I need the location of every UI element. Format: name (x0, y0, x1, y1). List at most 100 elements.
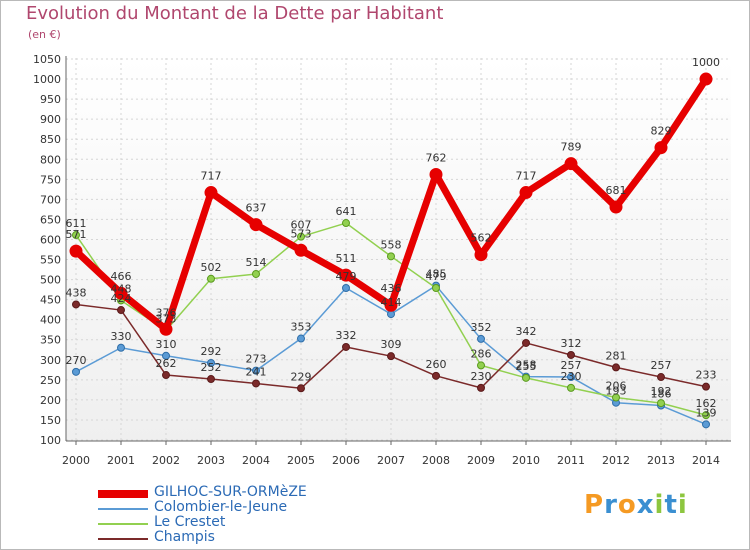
logo-letter: P (584, 490, 605, 520)
y-tick-label: 450 (40, 294, 61, 307)
data-label: 230 (471, 370, 492, 383)
x-tick-label: 2012 (602, 454, 630, 467)
data-point (249, 218, 263, 232)
data-point (162, 371, 170, 380)
y-tick-label: 400 (40, 314, 61, 327)
x-tick-label: 2013 (647, 454, 675, 467)
data-point (522, 373, 530, 382)
y-tick-label: 900 (40, 113, 61, 126)
data-point (612, 363, 620, 372)
legend-item: Le Crestet (98, 514, 398, 531)
data-label: 448 (111, 282, 132, 295)
data-point (702, 411, 710, 420)
data-point (702, 382, 710, 391)
data-point (387, 252, 395, 261)
data-label: 270 (66, 354, 87, 367)
data-label: 312 (561, 337, 582, 350)
data-label: 262 (156, 357, 177, 370)
data-point (567, 383, 575, 392)
data-point (252, 366, 260, 375)
proxiti-logo: Proxiti (584, 490, 688, 520)
data-label: 257 (651, 359, 672, 372)
data-point (297, 384, 305, 393)
x-tick-label: 2010 (512, 454, 540, 467)
x-tick-label: 2005 (287, 454, 315, 467)
data-point (207, 375, 215, 384)
data-label: 353 (291, 321, 312, 334)
data-label: 573 (291, 227, 312, 240)
data-label: 829 (651, 125, 672, 138)
logo-letter: x (636, 490, 655, 520)
data-point (654, 141, 668, 155)
data-point (117, 343, 125, 352)
data-label: 258 (516, 359, 537, 372)
data-label: 502 (201, 261, 222, 274)
legend-swatch (98, 508, 148, 510)
data-point (567, 350, 575, 359)
data-label: 162 (696, 397, 717, 410)
data-point (477, 334, 485, 343)
legend-label: GILHOC-SUR-ORMèZE (154, 484, 307, 500)
x-tick-label: 2014 (692, 454, 720, 467)
data-label: 233 (696, 369, 717, 382)
y-tick-label: 300 (40, 354, 61, 367)
data-point (432, 371, 440, 380)
data-label: 479 (426, 270, 447, 283)
y-tick-label: 550 (40, 254, 61, 267)
data-label: 229 (291, 370, 312, 383)
data-point (384, 298, 398, 312)
data-point (657, 399, 665, 408)
data-point (699, 72, 713, 86)
legend-swatch (98, 538, 148, 540)
data-point (207, 274, 215, 283)
data-label: 558 (381, 238, 402, 251)
data-label: 762 (426, 152, 447, 165)
y-tick-label: 750 (40, 173, 61, 186)
data-label: 511 (336, 252, 357, 265)
data-point (609, 200, 623, 214)
y-tick-label: 150 (40, 414, 61, 427)
data-label: 479 (336, 270, 357, 283)
x-tick-label: 2002 (152, 454, 180, 467)
data-label: 373 (156, 313, 177, 326)
data-label: 330 (111, 330, 132, 343)
data-label: 186 (651, 388, 672, 401)
y-tick-label: 650 (40, 213, 61, 226)
y-tick-label: 350 (40, 334, 61, 347)
data-label: 230 (561, 370, 582, 383)
y-tick-label: 1000 (33, 73, 61, 86)
data-point (432, 284, 440, 293)
y-tick-label: 200 (40, 394, 61, 407)
data-label: 438 (66, 286, 87, 299)
data-label: 1000 (692, 56, 720, 69)
data-label: 514 (246, 256, 267, 269)
data-point (564, 157, 578, 171)
legend-item: Champis (98, 529, 398, 546)
data-point (117, 306, 125, 315)
data-point (72, 231, 80, 240)
data-label: 257 (561, 359, 582, 372)
data-point (159, 322, 173, 336)
data-point (339, 268, 353, 282)
data-point (387, 352, 395, 361)
y-tick-label: 800 (40, 153, 61, 166)
logo-letter: i (677, 490, 688, 520)
logo-letter: i (654, 490, 665, 520)
x-tick-label: 2009 (467, 454, 495, 467)
data-point (477, 361, 485, 370)
y-tick-label: 700 (40, 193, 61, 206)
data-label: 193 (606, 385, 627, 398)
data-label: 342 (516, 325, 537, 338)
data-label: 414 (381, 296, 402, 309)
data-point (207, 358, 215, 367)
data-point (204, 186, 218, 200)
data-label: 607 (291, 219, 312, 232)
x-tick-label: 2007 (377, 454, 405, 467)
data-label: 717 (201, 170, 222, 183)
data-label: 310 (156, 338, 177, 351)
data-label: 376 (156, 306, 177, 319)
data-point (114, 286, 128, 300)
legend-label: Champis (154, 529, 215, 545)
data-point (72, 367, 80, 376)
data-point (72, 300, 80, 309)
